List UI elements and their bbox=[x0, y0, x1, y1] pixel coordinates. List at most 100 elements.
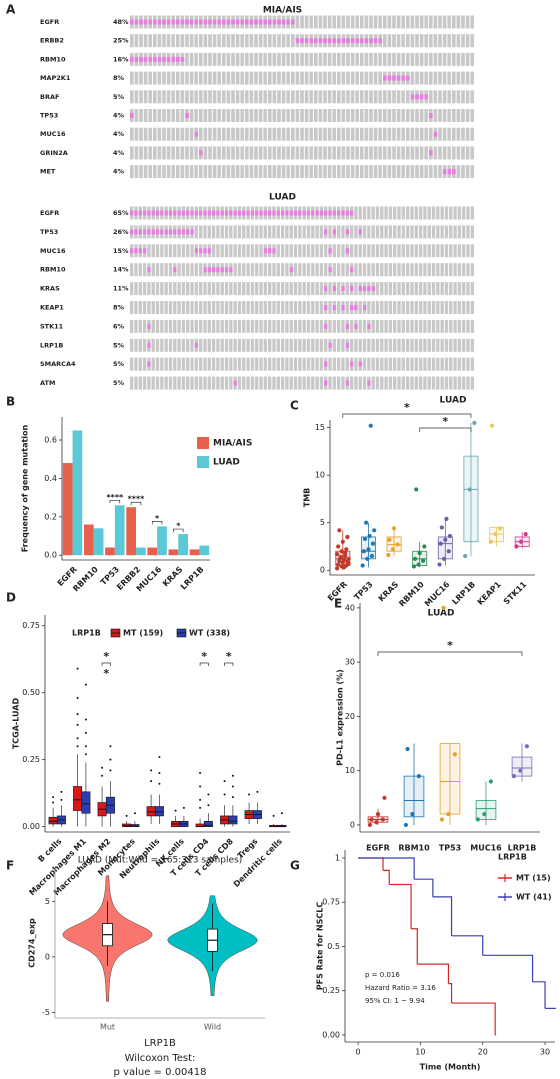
mutation bbox=[345, 229, 350, 235]
y-tick-label: 0.2 bbox=[44, 512, 57, 521]
box bbox=[403, 775, 425, 818]
point bbox=[518, 768, 523, 773]
gene-label: KEAP1 bbox=[40, 304, 64, 312]
gene-label: EGFR bbox=[40, 18, 59, 26]
point bbox=[463, 553, 468, 559]
sig-bracket bbox=[101, 662, 111, 666]
y-tick-label: 0 bbox=[45, 952, 50, 961]
legend-label: LUAD bbox=[213, 458, 240, 468]
box bbox=[511, 756, 533, 777]
mutation bbox=[345, 323, 350, 329]
bar bbox=[93, 528, 104, 556]
y-axis-label: TCGA-LUAD bbox=[12, 697, 21, 749]
y-tick-label: 15 bbox=[315, 423, 325, 432]
mutation bbox=[345, 380, 350, 386]
x-tick-label: KEAP1 bbox=[476, 580, 503, 607]
mutation bbox=[349, 267, 355, 273]
outlier bbox=[272, 814, 275, 817]
box bbox=[228, 815, 238, 825]
mutation bbox=[332, 305, 337, 310]
point bbox=[475, 817, 480, 822]
outlier bbox=[76, 745, 79, 748]
x-tick-label: LRP1B bbox=[179, 565, 206, 592]
point bbox=[441, 605, 446, 610]
gene-label: MUC16 bbox=[40, 247, 66, 255]
frequency-label: 5% bbox=[113, 93, 125, 101]
y-axis-label: TMB bbox=[303, 488, 312, 508]
outlier bbox=[76, 667, 79, 670]
legend-title: LRP1B bbox=[72, 629, 101, 638]
sig-bracket bbox=[130, 501, 142, 506]
point bbox=[344, 547, 349, 552]
bar bbox=[199, 545, 210, 556]
mutation bbox=[341, 286, 346, 292]
point bbox=[395, 542, 400, 547]
point bbox=[339, 549, 344, 554]
legend-swatch bbox=[197, 456, 209, 468]
y-tick-label: 0.5 bbox=[327, 942, 340, 951]
mutation bbox=[194, 248, 212, 254]
outlier bbox=[231, 774, 234, 777]
mutation bbox=[358, 229, 363, 235]
point bbox=[493, 532, 498, 537]
outlier bbox=[150, 769, 153, 772]
mutation bbox=[341, 305, 346, 310]
box bbox=[48, 816, 58, 825]
point bbox=[488, 539, 493, 544]
y-tick-label: 20 bbox=[345, 712, 355, 721]
point bbox=[447, 533, 453, 539]
y-tick-label: -5 bbox=[42, 1008, 50, 1017]
outlier bbox=[109, 758, 112, 761]
annotation: 95% CI: 1 ~ 9.94 bbox=[365, 997, 425, 1005]
annotation: p = 0.016 bbox=[365, 971, 400, 979]
frequency-label: 16% bbox=[113, 55, 129, 63]
point bbox=[442, 556, 447, 561]
frequency-label: 5% bbox=[113, 341, 125, 349]
mutation bbox=[130, 248, 148, 254]
gene-label: SMARCA4 bbox=[40, 360, 76, 368]
sig-label: **** bbox=[128, 495, 146, 504]
sig-label: * bbox=[404, 401, 410, 414]
chart-title: LUAD bbox=[440, 396, 467, 406]
survival-step bbox=[482, 954, 534, 982]
mutation bbox=[367, 380, 372, 386]
frequency-label: 14% bbox=[113, 266, 129, 274]
outlier bbox=[231, 796, 234, 799]
mutation bbox=[324, 323, 329, 329]
outlier bbox=[158, 755, 161, 758]
mutation bbox=[367, 323, 372, 329]
bar bbox=[147, 547, 158, 556]
mutation bbox=[362, 305, 368, 310]
point bbox=[488, 779, 493, 784]
oncoprint-title: MIA/AIS bbox=[263, 6, 302, 16]
sig-bracket bbox=[342, 413, 472, 418]
frequency-label: 4% bbox=[113, 112, 125, 120]
mutation bbox=[328, 342, 333, 348]
y-axis-label: Frequency of gene mutation bbox=[21, 424, 30, 552]
y-tick-label: 0.75 bbox=[22, 621, 40, 630]
survival-step bbox=[432, 896, 453, 936]
sample-row bbox=[130, 71, 475, 85]
outlier bbox=[280, 812, 283, 815]
y-tick-label: 5 bbox=[320, 518, 325, 527]
box bbox=[475, 800, 497, 820]
mutation bbox=[345, 342, 350, 348]
sig-label: * bbox=[226, 650, 232, 663]
gene-label: KRAS bbox=[40, 285, 60, 293]
survival-step bbox=[532, 981, 546, 1009]
point bbox=[346, 561, 351, 566]
outlier bbox=[109, 769, 112, 772]
y-tick-label: 1 bbox=[335, 853, 340, 862]
point bbox=[366, 547, 371, 552]
sample-row bbox=[130, 357, 475, 371]
point bbox=[497, 526, 503, 531]
mutation bbox=[345, 248, 350, 254]
y-tick-label: 40 bbox=[345, 603, 355, 612]
legend-swatch bbox=[197, 437, 209, 449]
y-tick-label: 0.00 bbox=[22, 822, 40, 831]
point bbox=[416, 774, 421, 779]
mutation bbox=[130, 113, 135, 118]
sig-bracket bbox=[377, 651, 523, 656]
sample-row bbox=[130, 52, 475, 66]
legend-label: MT (159) bbox=[123, 629, 163, 638]
